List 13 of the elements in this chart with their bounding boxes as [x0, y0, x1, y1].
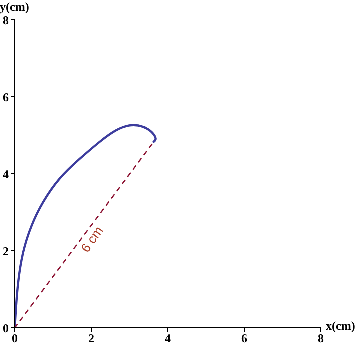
- annotation: 6 cm: [78, 224, 106, 256]
- x-tick-label: 0: [12, 332, 18, 346]
- x-axis-title: x(cm): [326, 319, 356, 334]
- y-tick-label: 4: [3, 167, 9, 182]
- x-tick-label: 2: [88, 332, 94, 346]
- y-axis-title: y(cm): [0, 0, 30, 15]
- y-tick-label: 0: [3, 321, 9, 336]
- x-tick-label: 6: [242, 332, 248, 346]
- y-tick-label: 6: [3, 90, 9, 104]
- x-tick-label: 8: [318, 332, 324, 346]
- y-tick-label: 2: [3, 244, 9, 258]
- x-tick-label: 4: [165, 332, 171, 346]
- y-tick-label: 8: [3, 13, 9, 28]
